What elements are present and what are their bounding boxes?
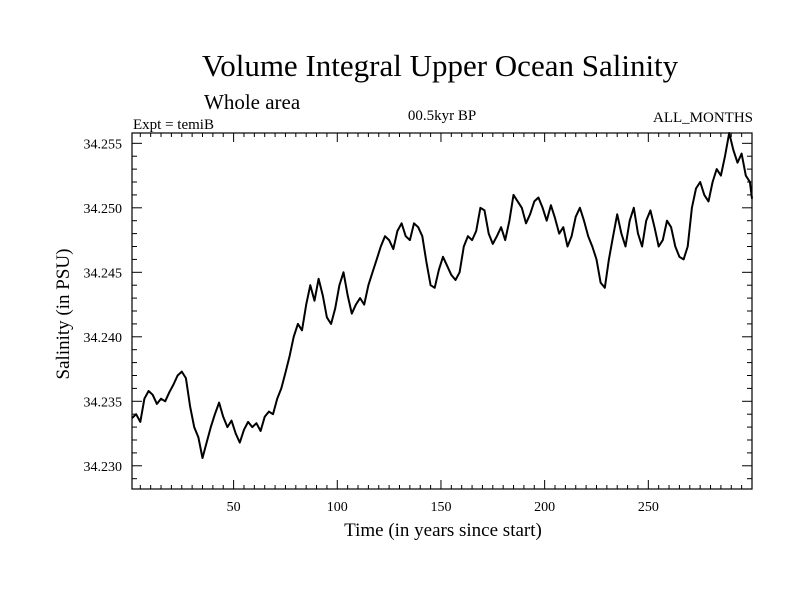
x-tick-label: 250 <box>638 500 659 515</box>
chart-title: Volume Integral Upper Ocean Salinity <box>201 48 679 83</box>
y-tick-label: 34.235 <box>84 395 123 410</box>
y-tick-label: 34.255 <box>84 137 123 152</box>
salinity-series-line <box>131 132 753 459</box>
plot-frame <box>131 132 753 490</box>
y-tick-label: 34.240 <box>84 331 123 346</box>
x-axis-label: Time (in years since start) <box>344 520 542 541</box>
months-label: ALL_MONTHS <box>653 110 753 126</box>
x-tick-label: 200 <box>534 500 555 515</box>
x-tick-label: 100 <box>327 500 348 515</box>
y-tick-label: 34.250 <box>84 202 123 217</box>
x-tick-label: 150 <box>430 500 451 515</box>
y-tick-label: 34.245 <box>84 266 123 281</box>
y-tick-label: 34.230 <box>84 460 123 475</box>
x-tick-label: 50 <box>227 500 241 515</box>
chart-subtitle: Whole area <box>204 90 301 114</box>
period-label: 00.5kyr BP <box>407 108 477 124</box>
experiment-label: Expt = temiB <box>133 117 214 133</box>
